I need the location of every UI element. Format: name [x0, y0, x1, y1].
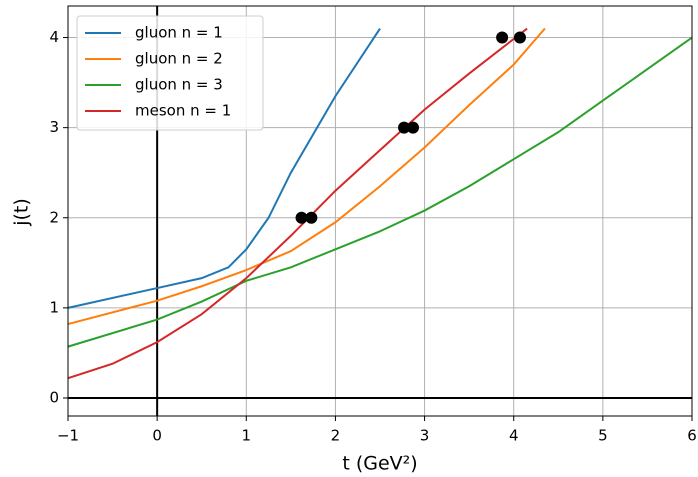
- x-tick-label: 4: [509, 427, 519, 445]
- point: [406, 121, 419, 134]
- legend-label: gluon n = 3: [135, 76, 223, 94]
- series-line: [67, 36, 693, 348]
- x-axis-label: t (GeV²): [342, 453, 417, 475]
- x-tick-label: 1: [242, 427, 252, 445]
- x-tick-label: 0: [152, 427, 162, 445]
- x-tick-label: 6: [687, 427, 697, 445]
- x-tick-label: 2: [331, 427, 341, 445]
- series-line: [67, 27, 528, 380]
- point: [305, 211, 318, 224]
- y-axis-label: j(t): [11, 198, 33, 227]
- series-line: [67, 27, 381, 309]
- legend-label: meson n = 1: [135, 102, 231, 120]
- point: [513, 31, 526, 44]
- legend-box: [76, 15, 264, 131]
- series-line: [67, 27, 546, 326]
- y-tick-label: 1: [49, 298, 59, 316]
- y-tick-label: 0: [49, 388, 59, 406]
- point: [496, 31, 509, 44]
- point: [295, 211, 308, 224]
- x-tick-label: −1: [57, 427, 79, 445]
- y-tick-label: 3: [49, 118, 59, 136]
- legend-label: gluon n = 1: [135, 24, 223, 42]
- x-tick-label: 5: [598, 427, 608, 445]
- x-tick-label: 3: [420, 427, 430, 445]
- y-tick-label: 4: [49, 28, 59, 46]
- y-tick-label: 2: [49, 208, 59, 226]
- legend-label: gluon n = 2: [135, 50, 223, 68]
- point: [398, 121, 411, 134]
- plot-frame: [67, 5, 693, 417]
